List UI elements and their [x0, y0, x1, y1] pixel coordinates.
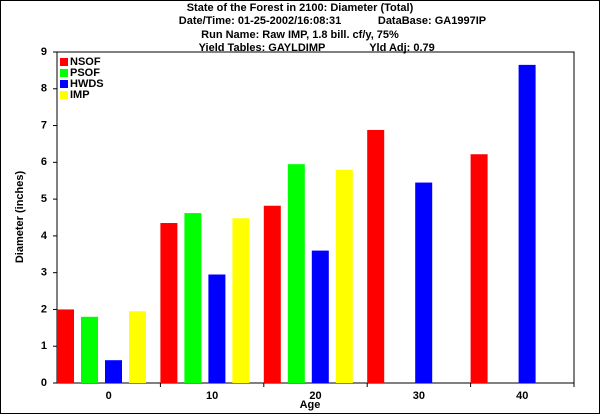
- legend-label: PSOF: [70, 67, 100, 79]
- bar: [470, 154, 488, 383]
- x-tick-label: 0: [106, 390, 112, 402]
- legend-label: HWDS: [70, 78, 104, 90]
- bar: [208, 274, 226, 383]
- y-tick-label: 9: [41, 46, 47, 58]
- bar: [105, 360, 122, 383]
- y-tick-label: 6: [41, 156, 47, 168]
- y-tick-label: 3: [41, 267, 47, 279]
- legend-label: NSOF: [70, 56, 101, 68]
- subtitle: DataBase: GA1997IP: [378, 15, 486, 27]
- x-axis-label: Age: [300, 399, 321, 411]
- bar: [184, 213, 202, 383]
- bar: [518, 64, 536, 383]
- bar: [232, 218, 250, 383]
- subtitle: Run Name: Raw IMP, 1.8 bill. cf/y, 75%: [201, 29, 399, 41]
- x-tick-label: 40: [516, 390, 528, 402]
- y-tick-label: 4: [41, 230, 48, 242]
- legend-swatch: [60, 80, 68, 88]
- chart-title: State of the Forest in 2100: Diameter (T…: [187, 2, 414, 14]
- x-tick-label: 10: [206, 390, 218, 402]
- legend-swatch: [60, 58, 68, 66]
- y-tick-label: 8: [41, 83, 47, 95]
- bar: [335, 169, 353, 383]
- bar: [129, 311, 146, 383]
- y-tick-label: 5: [41, 193, 47, 205]
- bar: [367, 129, 385, 383]
- y-tick-label: 2: [41, 303, 47, 315]
- y-tick-label: 7: [41, 119, 47, 131]
- bar: [311, 250, 329, 383]
- subtitle: Yld Adj: 0.79: [369, 42, 435, 54]
- bar: [57, 309, 74, 383]
- bar: [287, 164, 305, 383]
- bar: [415, 182, 433, 383]
- y-axis-label: Diameter (inches): [14, 171, 26, 264]
- x-tick-label: 20: [309, 390, 321, 402]
- legend-swatch: [60, 91, 68, 99]
- legend-label: IMP: [70, 89, 90, 101]
- bar: [263, 205, 281, 383]
- y-tick-label: 0: [41, 377, 47, 389]
- x-tick-label: 30: [413, 390, 425, 402]
- bar: [160, 223, 178, 383]
- subtitle: Yield Tables: GAYLDIMP: [199, 42, 326, 54]
- legend-swatch: [60, 69, 68, 77]
- bar: [81, 316, 98, 383]
- y-tick-label: 1: [41, 340, 47, 352]
- subtitle: Date/Time: 01-25-2002/16:08:31: [179, 15, 341, 27]
